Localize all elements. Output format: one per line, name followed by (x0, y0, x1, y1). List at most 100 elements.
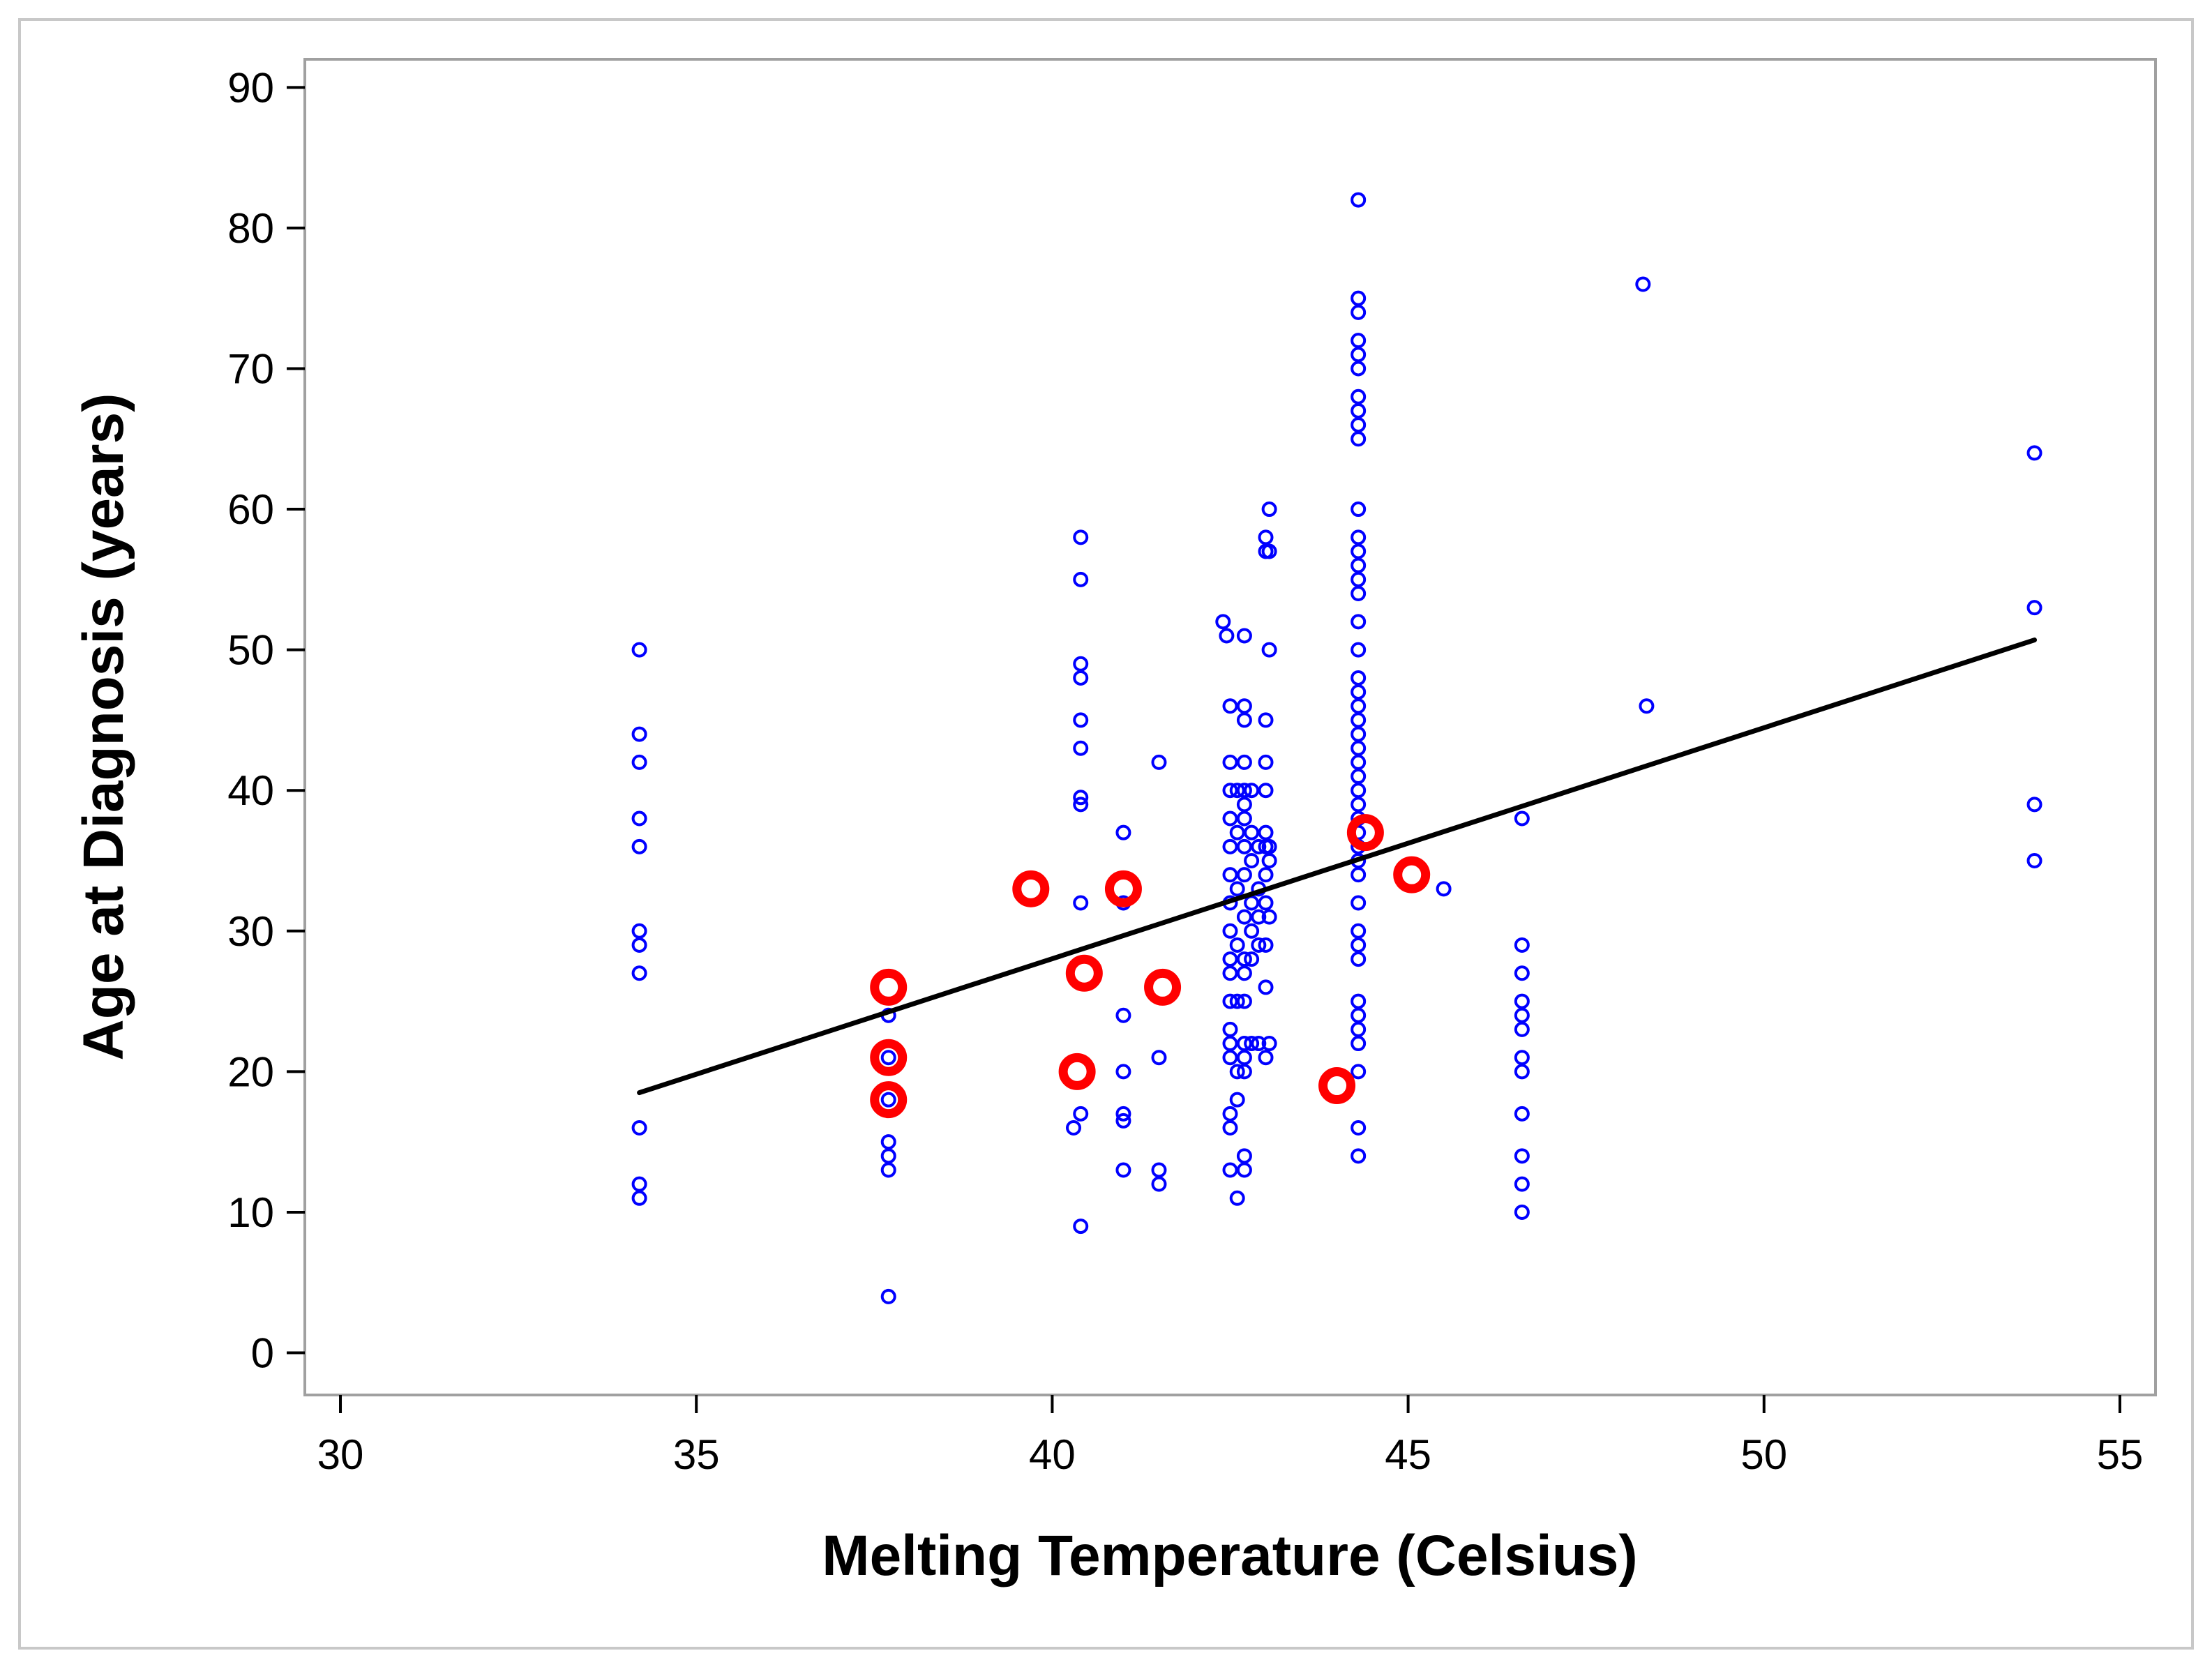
blue-point (1222, 1021, 1238, 1037)
blue-point (1350, 501, 1367, 518)
blue-point (1236, 754, 1252, 770)
blue-point (1236, 628, 1252, 644)
blue-point (1115, 1106, 1131, 1122)
blue-point (1229, 824, 1245, 840)
blue-point (1350, 726, 1367, 742)
blue-point (1350, 389, 1367, 405)
red-point (1058, 1053, 1096, 1090)
blue-point (1350, 951, 1367, 967)
blue-point (880, 1134, 896, 1150)
blue-point (1350, 614, 1367, 630)
blue-point (1229, 881, 1245, 897)
y-tick-label: 10 (227, 1189, 274, 1236)
blue-point (1350, 993, 1367, 1009)
blue-point (1350, 670, 1367, 686)
blue-point (1151, 754, 1167, 770)
blue-point (631, 810, 647, 827)
red-point (1144, 968, 1182, 1006)
blue-point (1236, 1036, 1252, 1052)
blue-point (1251, 909, 1267, 925)
blue-point (1258, 824, 1274, 840)
blue-point (1229, 1064, 1245, 1080)
blue-point (1635, 276, 1651, 292)
blue-point (1244, 783, 1260, 799)
blue-point (1222, 965, 1238, 981)
blue-point (1222, 1162, 1238, 1178)
blue-point (1222, 1050, 1238, 1066)
blue-point (1222, 754, 1238, 770)
blue-point (880, 1092, 896, 1108)
blue-point (1244, 824, 1260, 840)
blue-point (631, 923, 647, 939)
blue-point (1350, 1036, 1367, 1052)
blue-point (631, 965, 647, 981)
y-tick-label: 30 (227, 908, 274, 955)
blue-point (1514, 810, 1530, 827)
blue-point (1350, 923, 1367, 939)
blue-point (1258, 754, 1274, 770)
blue-point (1236, 797, 1252, 813)
blue-point (1073, 1219, 1089, 1235)
blue-point (1229, 783, 1245, 799)
blue-point (880, 1050, 896, 1066)
x-axis: 30 35 40 45 50 55 (317, 1395, 2143, 1478)
blue-point (1258, 895, 1274, 911)
blue-point (1236, 1064, 1252, 1080)
blue-point (2026, 853, 2042, 868)
x-tick-label: 35 (673, 1431, 720, 1478)
blue-point (2026, 600, 2042, 616)
blue-point (1073, 797, 1089, 813)
plot-area (303, 58, 2157, 1396)
blue-point (1236, 951, 1252, 967)
blue-point (1236, 909, 1252, 925)
blue-point (1350, 1064, 1367, 1080)
blue-point (1350, 1021, 1367, 1037)
blue-point (1350, 698, 1367, 714)
blue-point (1350, 684, 1367, 700)
blue-point (1350, 347, 1367, 363)
blue-point (1514, 1148, 1530, 1164)
blue-point (1350, 333, 1367, 349)
blue-point (1350, 1148, 1367, 1164)
blue-point (1350, 361, 1367, 377)
blue-point (2026, 445, 2042, 461)
blue-point (1350, 937, 1367, 953)
blue-point (880, 1162, 896, 1178)
red-point (870, 1081, 908, 1119)
blue-point (631, 937, 647, 953)
blue-point (1073, 571, 1089, 587)
blue-point (1222, 1106, 1238, 1122)
y-tick-label: 40 (227, 767, 274, 814)
blue-point (1229, 937, 1245, 953)
blue-point (1073, 1106, 1089, 1122)
blue-point (1350, 783, 1367, 799)
blue-point (1073, 712, 1089, 728)
blue-point (1219, 628, 1235, 644)
blue-point (1222, 923, 1238, 939)
blue-point (1350, 417, 1367, 433)
blue-point (1514, 965, 1530, 981)
blue-point (1258, 867, 1274, 883)
blue-point (1258, 979, 1274, 995)
fit-line (637, 638, 2038, 1096)
blue-point (1514, 937, 1530, 953)
blue-point (1222, 1120, 1238, 1136)
blue-point (1350, 740, 1367, 756)
blue-point (631, 838, 647, 854)
blue-point (1350, 1007, 1367, 1023)
blue-point (1251, 838, 1267, 854)
blue-point (1073, 656, 1089, 672)
blue-point (1073, 895, 1089, 911)
blue-point (1350, 754, 1367, 770)
blue-point (1350, 402, 1367, 418)
blue-point (1244, 853, 1260, 868)
blue-point (1236, 712, 1252, 728)
blue-point (1350, 586, 1367, 601)
blue-point (1258, 529, 1274, 545)
blue-point (1222, 867, 1238, 883)
blue-point (1261, 642, 1277, 658)
blue-point (1222, 698, 1238, 714)
blue-point (1514, 1064, 1530, 1080)
blue-point (1514, 1106, 1530, 1122)
